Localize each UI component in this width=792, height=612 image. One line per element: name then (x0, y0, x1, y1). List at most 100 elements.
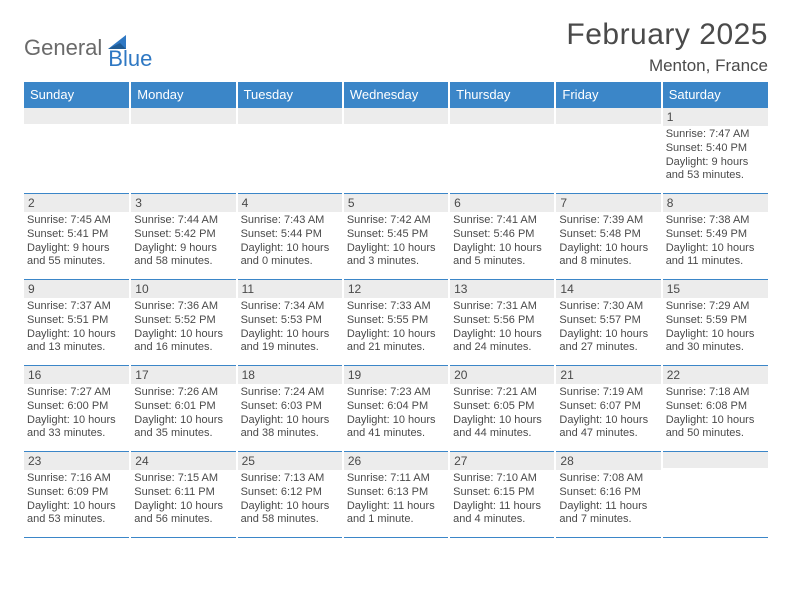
calendar-cell: 6Sunrise: 7:41 AMSunset: 5:46 PMDaylight… (449, 194, 555, 280)
calendar-cell: 27Sunrise: 7:10 AMSunset: 6:15 PMDayligh… (449, 452, 555, 538)
day-details (131, 124, 235, 182)
day-details: Sunrise: 7:41 AMSunset: 5:46 PMDaylight:… (450, 212, 554, 279)
day-line: Daylight: 10 hours and 35 minutes. (134, 414, 231, 442)
day-line: Daylight: 10 hours and 27 minutes. (559, 328, 656, 356)
day-header: Sunday (24, 82, 130, 108)
day-number: 27 (450, 452, 554, 470)
calendar-cell: 23Sunrise: 7:16 AMSunset: 6:09 PMDayligh… (24, 452, 130, 538)
day-number: 10 (131, 280, 235, 298)
calendar-cell: 9Sunrise: 7:37 AMSunset: 5:51 PMDaylight… (24, 280, 130, 366)
day-line: Daylight: 10 hours and 19 minutes. (241, 328, 338, 356)
day-details: Sunrise: 7:43 AMSunset: 5:44 PMDaylight:… (238, 212, 342, 279)
calendar-cell: 1Sunrise: 7:47 AMSunset: 5:40 PMDaylight… (662, 108, 768, 194)
location-subtitle: Menton, France (566, 56, 768, 76)
day-number: 22 (663, 366, 768, 384)
day-line: Sunset: 6:07 PM (559, 400, 656, 414)
day-line: Sunset: 5:45 PM (347, 228, 444, 242)
day-line: Sunset: 6:04 PM (347, 400, 444, 414)
day-line: Daylight: 11 hours and 4 minutes. (453, 500, 550, 528)
calendar-week: 1Sunrise: 7:47 AMSunset: 5:40 PMDaylight… (24, 108, 768, 194)
calendar-cell: 11Sunrise: 7:34 AMSunset: 5:53 PMDayligh… (237, 280, 343, 366)
day-line: Daylight: 9 hours and 58 minutes. (134, 242, 231, 270)
day-number: 6 (450, 194, 554, 212)
day-details: Sunrise: 7:18 AMSunset: 6:08 PMDaylight:… (663, 384, 768, 451)
calendar-cell: 19Sunrise: 7:23 AMSunset: 6:04 PMDayligh… (343, 366, 449, 452)
day-number: 26 (344, 452, 448, 470)
day-line: Sunrise: 7:11 AM (347, 472, 444, 486)
day-line: Daylight: 10 hours and 47 minutes. (559, 414, 656, 442)
calendar-cell: 7Sunrise: 7:39 AMSunset: 5:48 PMDaylight… (555, 194, 661, 280)
calendar-cell: 4Sunrise: 7:43 AMSunset: 5:44 PMDaylight… (237, 194, 343, 280)
calendar-cell: 13Sunrise: 7:31 AMSunset: 5:56 PMDayligh… (449, 280, 555, 366)
day-details: Sunrise: 7:23 AMSunset: 6:04 PMDaylight:… (344, 384, 448, 451)
day-number: 25 (238, 452, 342, 470)
day-line: Daylight: 10 hours and 30 minutes. (666, 328, 764, 356)
calendar-week: 23Sunrise: 7:16 AMSunset: 6:09 PMDayligh… (24, 452, 768, 538)
day-line: Sunrise: 7:26 AM (134, 386, 231, 400)
day-line: Daylight: 10 hours and 13 minutes. (27, 328, 125, 356)
calendar-cell: 3Sunrise: 7:44 AMSunset: 5:42 PMDaylight… (130, 194, 236, 280)
calendar-cell: 8Sunrise: 7:38 AMSunset: 5:49 PMDaylight… (662, 194, 768, 280)
day-line: Sunrise: 7:13 AM (241, 472, 338, 486)
calendar-cell (24, 108, 130, 194)
day-line: Sunrise: 7:08 AM (559, 472, 656, 486)
day-line: Daylight: 10 hours and 24 minutes. (453, 328, 550, 356)
calendar-cell: 18Sunrise: 7:24 AMSunset: 6:03 PMDayligh… (237, 366, 343, 452)
day-line: Daylight: 10 hours and 44 minutes. (453, 414, 550, 442)
day-details (450, 124, 554, 182)
day-details: Sunrise: 7:42 AMSunset: 5:45 PMDaylight:… (344, 212, 448, 279)
day-details: Sunrise: 7:45 AMSunset: 5:41 PMDaylight:… (24, 212, 129, 279)
day-line: Sunset: 5:51 PM (27, 314, 125, 328)
day-number: 4 (238, 194, 342, 212)
day-number (450, 108, 554, 124)
day-line: Sunset: 6:12 PM (241, 486, 338, 500)
day-line: Sunrise: 7:41 AM (453, 214, 550, 228)
day-line: Daylight: 10 hours and 3 minutes. (347, 242, 444, 270)
day-header: Friday (555, 82, 661, 108)
day-number: 24 (131, 452, 235, 470)
day-line: Sunset: 5:42 PM (134, 228, 231, 242)
day-details: Sunrise: 7:38 AMSunset: 5:49 PMDaylight:… (663, 212, 768, 279)
day-header: Tuesday (237, 82, 343, 108)
calendar-cell (555, 108, 661, 194)
calendar-cell: 22Sunrise: 7:18 AMSunset: 6:08 PMDayligh… (662, 366, 768, 452)
logo: General Blue (24, 24, 152, 72)
day-number (344, 108, 448, 124)
day-line: Sunset: 6:01 PM (134, 400, 231, 414)
day-number: 21 (556, 366, 660, 384)
day-line: Sunrise: 7:36 AM (134, 300, 231, 314)
logo-text-blue: Blue (108, 46, 152, 72)
calendar-cell (343, 108, 449, 194)
day-line: Sunset: 5:49 PM (666, 228, 764, 242)
calendar-week: 16Sunrise: 7:27 AMSunset: 6:00 PMDayligh… (24, 366, 768, 452)
day-line: Sunset: 6:00 PM (27, 400, 125, 414)
day-number: 8 (663, 194, 768, 212)
day-line: Daylight: 10 hours and 50 minutes. (666, 414, 764, 442)
day-line: Sunrise: 7:39 AM (559, 214, 656, 228)
day-number: 1 (663, 108, 768, 126)
day-line: Sunset: 5:40 PM (666, 142, 764, 156)
day-number (131, 108, 235, 124)
day-line: Sunrise: 7:34 AM (241, 300, 338, 314)
day-number: 7 (556, 194, 660, 212)
day-line: Sunrise: 7:16 AM (27, 472, 125, 486)
day-details: Sunrise: 7:11 AMSunset: 6:13 PMDaylight:… (344, 470, 448, 537)
day-number: 9 (24, 280, 129, 298)
day-line: Sunrise: 7:30 AM (559, 300, 656, 314)
calendar-cell: 12Sunrise: 7:33 AMSunset: 5:55 PMDayligh… (343, 280, 449, 366)
day-number (663, 452, 768, 468)
calendar-cell: 21Sunrise: 7:19 AMSunset: 6:07 PMDayligh… (555, 366, 661, 452)
day-line: Sunset: 6:16 PM (559, 486, 656, 500)
page-title: February 2025 (566, 18, 768, 52)
day-details: Sunrise: 7:30 AMSunset: 5:57 PMDaylight:… (556, 298, 660, 365)
day-number: 28 (556, 452, 660, 470)
day-number: 12 (344, 280, 448, 298)
day-details: Sunrise: 7:21 AMSunset: 6:05 PMDaylight:… (450, 384, 554, 451)
calendar-cell: 2Sunrise: 7:45 AMSunset: 5:41 PMDaylight… (24, 194, 130, 280)
day-line: Daylight: 10 hours and 11 minutes. (666, 242, 764, 270)
day-line: Daylight: 10 hours and 8 minutes. (559, 242, 656, 270)
day-number: 23 (24, 452, 129, 470)
day-line: Sunset: 6:15 PM (453, 486, 550, 500)
day-header-row: Sunday Monday Tuesday Wednesday Thursday… (24, 82, 768, 108)
calendar-cell: 15Sunrise: 7:29 AMSunset: 5:59 PMDayligh… (662, 280, 768, 366)
